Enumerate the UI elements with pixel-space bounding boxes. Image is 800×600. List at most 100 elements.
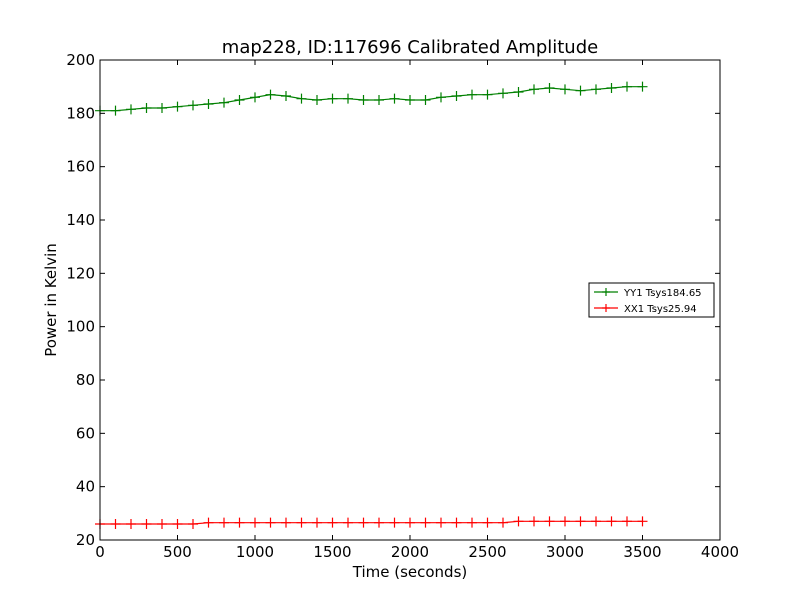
data-point [110,519,121,529]
x-tick-label: 0 [95,543,105,561]
legend-box [588,282,715,318]
data-point [327,93,338,104]
data-point [451,91,462,101]
y-tick-label: 60 [76,424,95,442]
y-tick-label: 180 [66,104,95,122]
data-point [513,516,524,527]
data-point [219,97,229,108]
data-point [529,516,539,527]
x-tick-label: 2500 [468,543,506,561]
data-point [157,103,167,113]
data-point [126,104,136,115]
data-point [265,517,276,528]
data-point [529,84,539,95]
data-point [157,519,167,529]
data-point [172,519,183,529]
y-tick-label: 120 [66,264,95,282]
legend-item: YY1 Tsys184.65 [594,288,702,299]
data-point [141,519,152,529]
data-point [203,99,214,109]
series-2 [95,516,648,529]
data-point [374,517,384,528]
y-tick-label: 200 [66,51,95,69]
y-tick-label: 20 [76,531,95,549]
data-point [544,83,555,93]
data-point [343,93,353,104]
data-point [343,517,353,528]
data-point [420,95,431,105]
legend-marker [602,304,610,312]
data-point [188,100,198,111]
data-point [312,95,322,105]
data-point [451,517,462,528]
x-axis: 0 500 1000 1500 2000 2500 3000 3500 4000 [95,60,739,561]
data-point [498,517,508,528]
data-point [591,516,601,527]
data-point [126,519,136,529]
data-point [606,516,617,527]
x-axis-label: Time (seconds) [352,563,468,581]
data-point [544,516,555,527]
data-point [575,85,586,96]
plot-area [95,81,648,529]
data-point [188,519,198,529]
data-point [637,81,648,92]
legend-label: YY1 Tsys184.65 [623,288,702,299]
data-point [513,87,524,97]
legend-label: XX1 Tsys25.94 [624,304,697,315]
data-point [234,95,245,105]
x-tick-label: 500 [163,543,192,561]
x-tick-label: 3000 [546,543,584,561]
y-tick-label: 100 [66,318,95,336]
data-point [141,103,152,113]
y-tick-label: 160 [66,158,95,176]
data-point [436,92,446,103]
data-point [637,516,648,527]
data-point [575,516,586,527]
data-point [296,93,307,104]
data-point [482,517,493,528]
data-point [172,101,183,112]
y-axis-label: Power in Kelvin [42,243,60,357]
data-point [234,517,245,528]
data-point [482,89,493,100]
data-point [358,95,369,105]
data-point [560,516,570,527]
data-point [467,517,477,528]
data-point [405,95,415,105]
chart-title: map228, ID:117696 Calibrated Amplitude [222,37,598,58]
legend-item: XX1 Tsys25.94 [594,304,697,315]
y-tick-label: 140 [66,211,95,229]
data-point [296,517,307,528]
data-point [281,517,291,528]
data-point [405,517,415,528]
data-point [327,517,338,528]
data-point [358,517,369,528]
y-axis: 20 40 60 80 100 120 140 160 180 200 [66,51,720,549]
data-point [110,105,121,116]
data-point [265,89,276,100]
data-point [420,517,431,528]
data-point [498,88,508,99]
series-1 [95,81,648,116]
data-point [389,517,400,528]
y-tick-label: 80 [76,371,95,389]
data-point [250,92,260,103]
data-point [219,517,229,528]
legend-marker [602,288,610,296]
data-point [436,517,446,528]
data-point [591,84,601,95]
x-tick-label: 4000 [701,543,739,561]
data-point [312,517,322,528]
x-tick-label: 1500 [313,543,351,561]
data-point [606,83,617,93]
data-point [467,89,477,100]
data-point [250,517,260,528]
data-point [622,81,632,92]
data-point [374,95,384,105]
data-point [203,517,214,528]
x-tick-label: 2000 [391,543,429,561]
y-tick-label: 40 [76,478,95,496]
legend: YY1 Tsys184.65 XX1 Tsys25.94 [588,282,715,318]
